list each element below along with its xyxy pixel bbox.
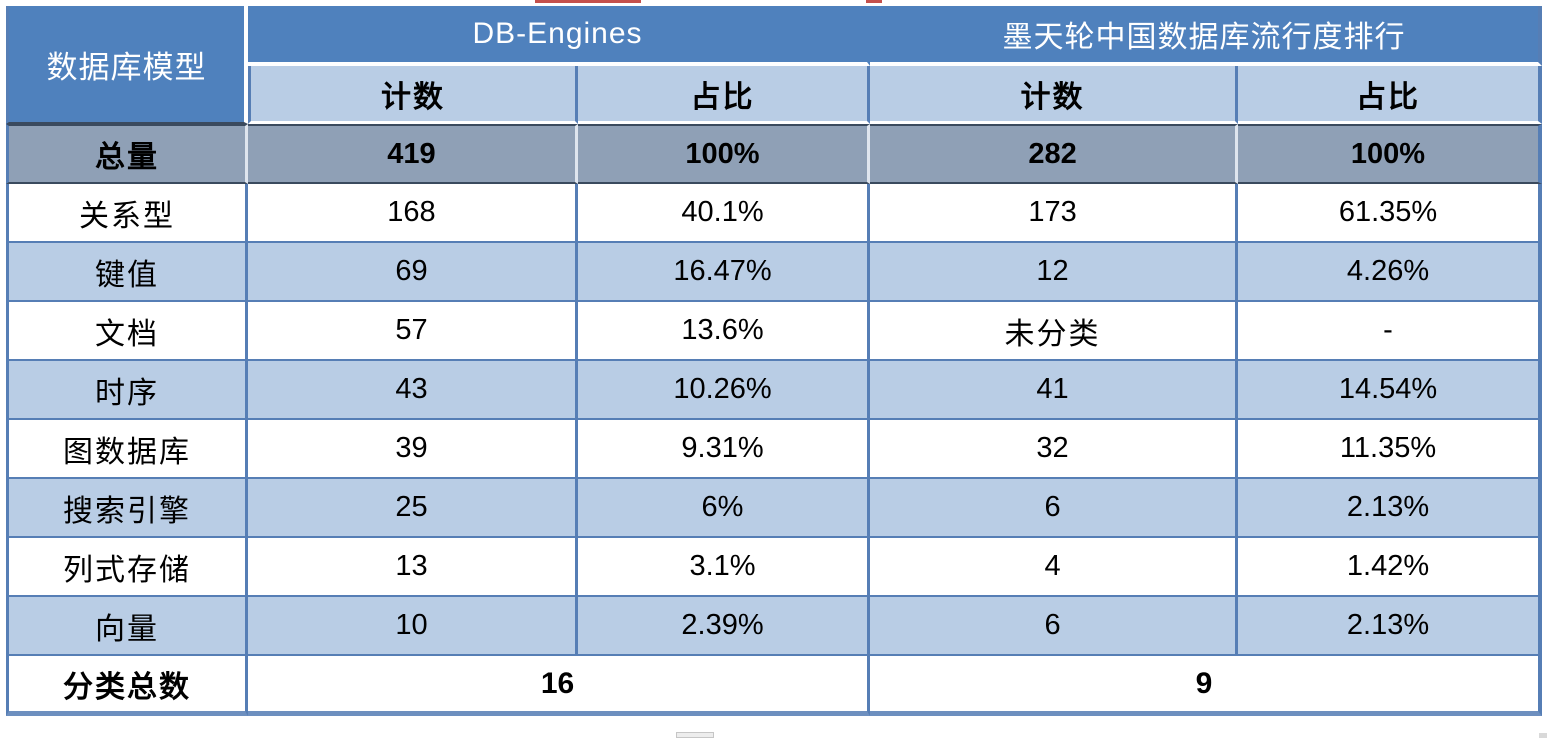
row-label: 总量 [6, 124, 248, 184]
cell-value: 25 [248, 479, 578, 538]
table-row: 搜索引擎 25 6% 6 2.13% [6, 479, 1543, 538]
cell-value: 4.26% [1238, 243, 1543, 302]
table-row: 列式存储 13 3.1% 4 1.42% [6, 538, 1543, 597]
cell-value: 3.1% [578, 538, 871, 597]
cell-value: 13 [248, 538, 578, 597]
cell-value: 4 [870, 538, 1239, 597]
cell-value: - [1238, 302, 1543, 361]
row-label: 键值 [6, 243, 248, 302]
cell-value: 100% [1238, 124, 1543, 184]
row-label: 图数据库 [6, 420, 248, 479]
cell-value: 6 [870, 597, 1239, 656]
cell-value: 12 [870, 243, 1239, 302]
cropped-red-underline-artifact [535, 0, 641, 3]
cropped-scrollbar-artifact [676, 732, 714, 738]
cell-value: 2.39% [578, 597, 871, 656]
table-row: 图数据库 39 9.31% 32 11.35% [6, 420, 1543, 479]
cell-value: 57 [248, 302, 578, 361]
cell-value: 40.1% [578, 184, 871, 243]
table-row-category-totals: 分类总数 16 9 [6, 656, 1543, 716]
cell-value: 11.35% [1238, 420, 1543, 479]
row-label: 搜索引擎 [6, 479, 248, 538]
cell-value: 282 [870, 124, 1239, 184]
database-model-comparison-table: 数据库模型 DB-Engines 墨天轮中国数据库流行度排行 计数 占比 计数 … [6, 6, 1543, 716]
cell-value: 61.35% [1238, 184, 1543, 243]
modb-category-total: 9 [870, 656, 1543, 716]
col-header-dbengines-share: 占比 [578, 66, 871, 124]
cell-value: 419 [248, 124, 578, 184]
table-row: 文档 57 13.6% 未分类 - [6, 302, 1543, 361]
cell-value: 100% [578, 124, 871, 184]
modb-group-header: 墨天轮中国数据库流行度排行 [870, 6, 1543, 66]
cell-value: 1.42% [1238, 538, 1543, 597]
table-group-header-row: 数据库模型 DB-Engines 墨天轮中国数据库流行度排行 [6, 6, 1543, 124]
row-label: 文档 [6, 302, 248, 361]
row-label: 时序 [6, 361, 248, 420]
cell-value: 173 [870, 184, 1239, 243]
table-row-total: 总量 419 100% 282 100% [6, 124, 1543, 184]
cell-value: 13.6% [578, 302, 871, 361]
cell-value: 32 [870, 420, 1239, 479]
cell-value: 10 [248, 597, 578, 656]
db-engines-group-header: DB-Engines [248, 6, 871, 66]
cell-value: 未分类 [870, 302, 1239, 361]
cell-value: 6 [870, 479, 1239, 538]
cell-value: 14.54% [1238, 361, 1543, 420]
cell-value: 39 [248, 420, 578, 479]
table-row: 键值 69 16.47% 12 4.26% [6, 243, 1543, 302]
cell-value: 9.31% [578, 420, 871, 479]
col-header-dbengines-count: 计数 [248, 66, 578, 124]
table-row: 时序 43 10.26% 41 14.54% [6, 361, 1543, 420]
cropped-scrollbar-artifact [1539, 733, 1547, 738]
cell-value: 6% [578, 479, 871, 538]
cropped-red-underline-artifact [866, 0, 882, 3]
row-label: 向量 [6, 597, 248, 656]
cell-value: 168 [248, 184, 578, 243]
row-label: 列式存储 [6, 538, 248, 597]
dbengines-category-total: 16 [248, 656, 871, 716]
row-label: 分类总数 [6, 656, 248, 716]
cell-value: 41 [870, 361, 1239, 420]
cell-value: 10.26% [578, 361, 871, 420]
cell-value: 43 [248, 361, 578, 420]
table-row: 向量 10 2.39% 6 2.13% [6, 597, 1543, 656]
col-header-modb-count: 计数 [870, 66, 1239, 124]
cell-value: 2.13% [1238, 597, 1543, 656]
col-header-modb-share: 占比 [1238, 66, 1543, 124]
row-label: 关系型 [6, 184, 248, 243]
cell-value: 69 [248, 243, 578, 302]
table-row: 关系型 168 40.1% 173 61.35% [6, 184, 1543, 243]
cell-value: 16.47% [578, 243, 871, 302]
cell-value: 2.13% [1238, 479, 1543, 538]
corner-header-cell: 数据库模型 [6, 6, 248, 124]
table-subheader-row: 计数 占比 计数 占比 [6, 66, 1543, 124]
